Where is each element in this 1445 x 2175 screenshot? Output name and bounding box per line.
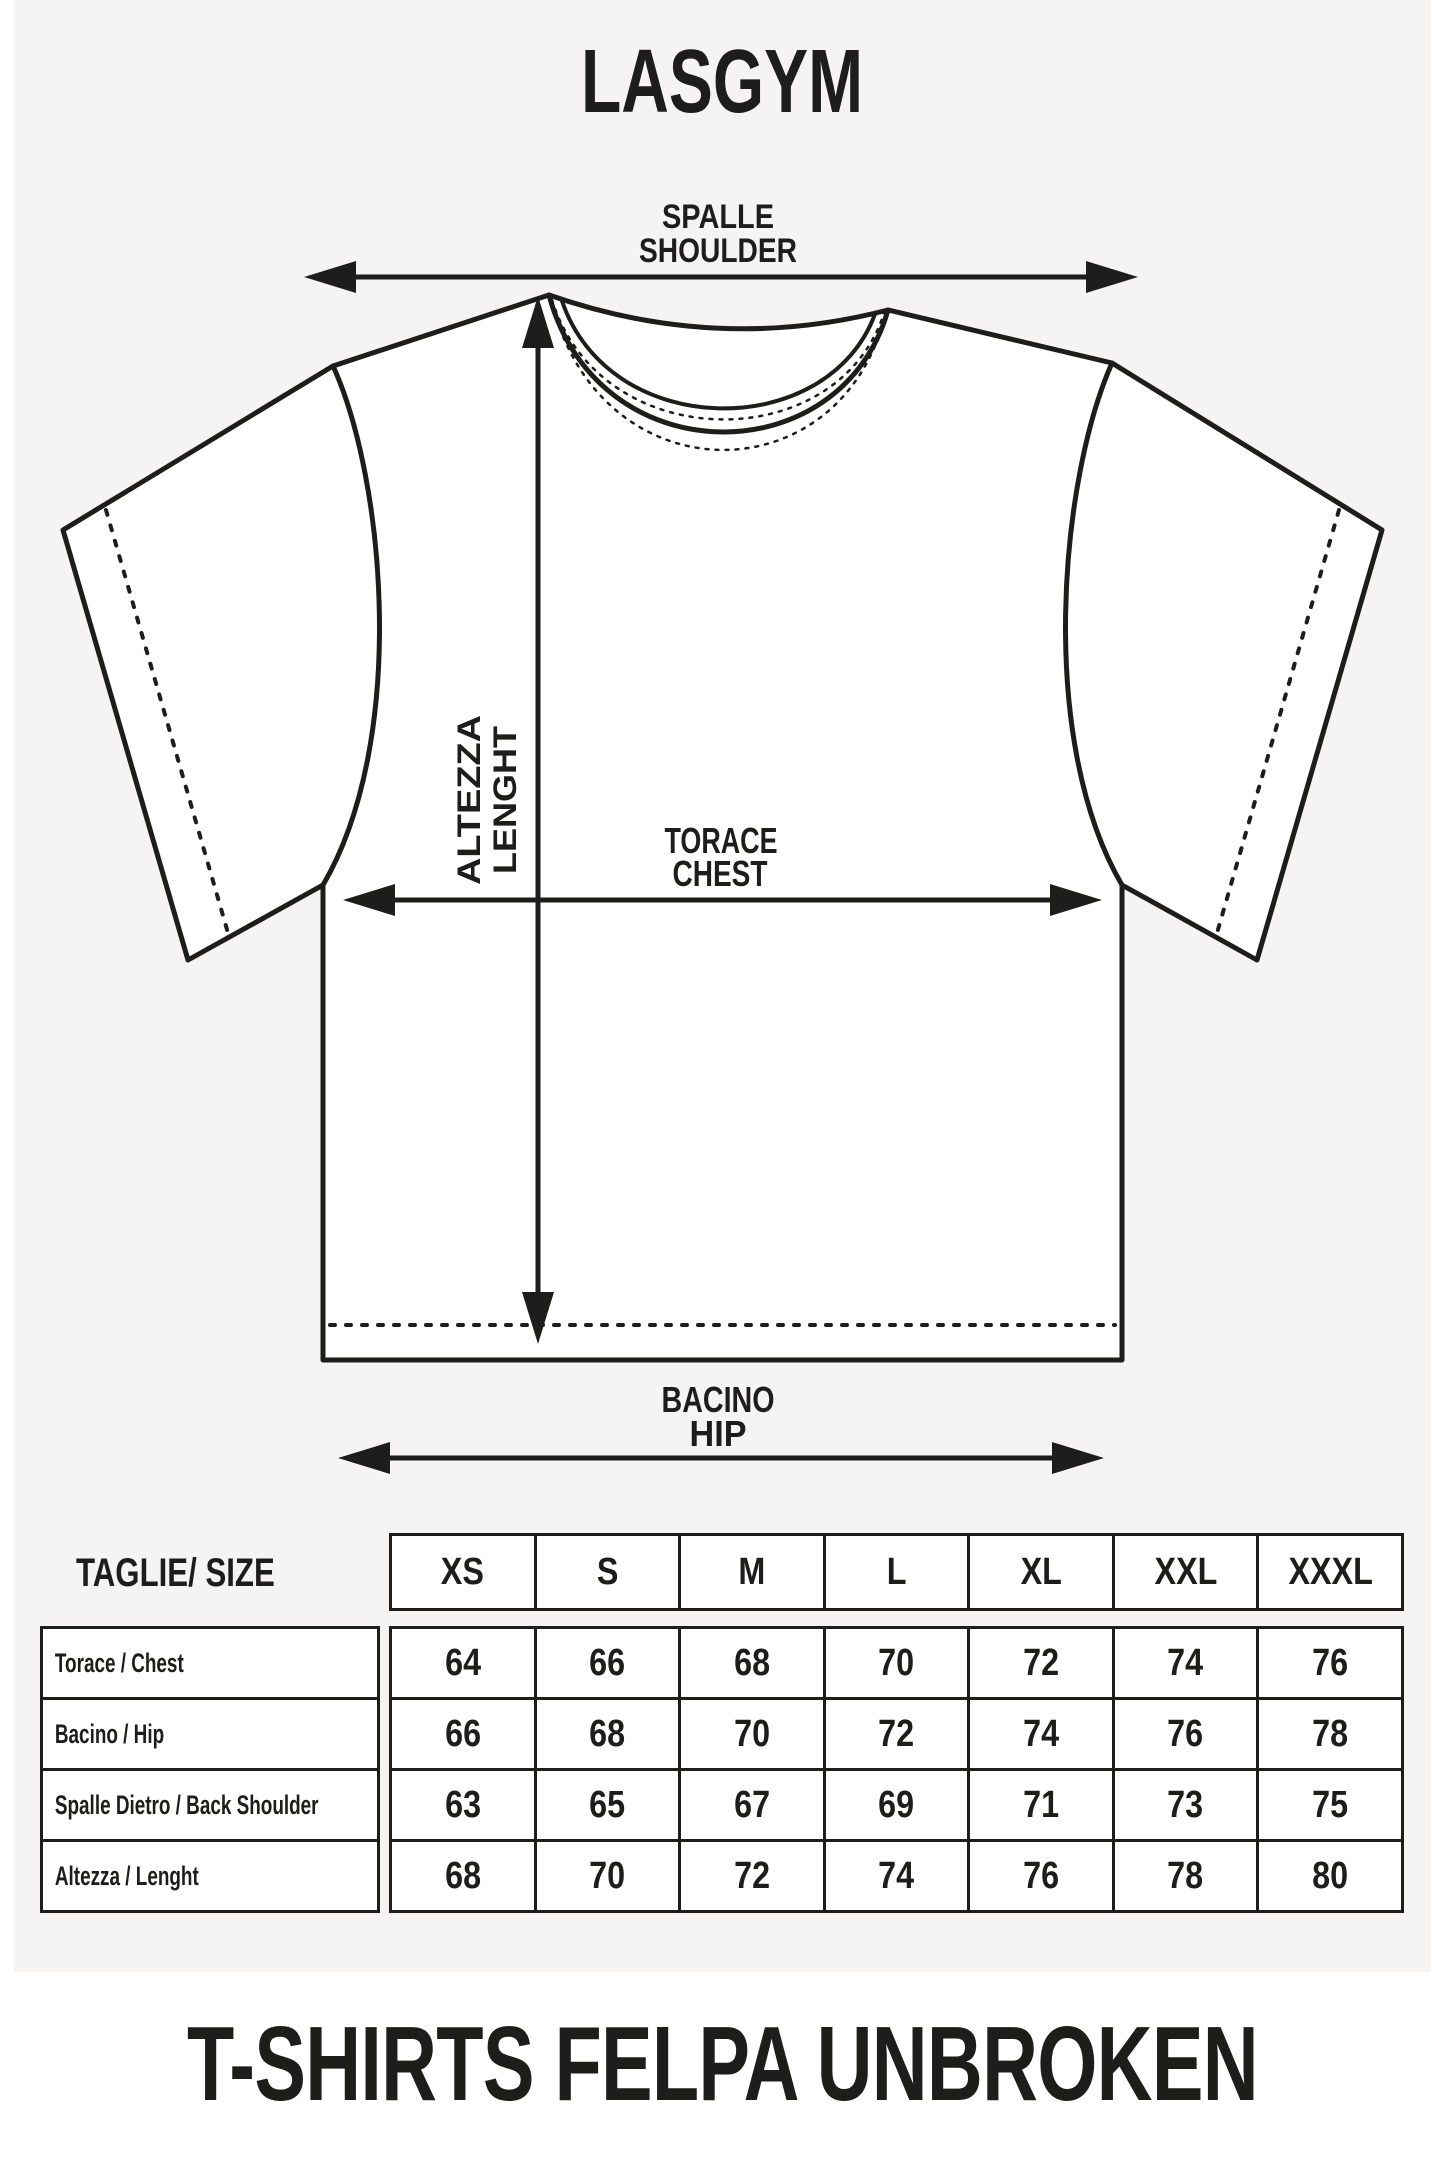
size-header-text: L — [886, 1550, 907, 1593]
row-label-text: Torace / Chest — [54, 1647, 184, 1678]
value-cell: 74 — [1111, 1626, 1260, 1700]
table-row-chest: 64 66 68 70 72 74 76 — [389, 1626, 1404, 1700]
size-header-cell-xl: XL — [967, 1533, 1115, 1611]
tshirt-measurement-diagram: LASGYM SPALLE SHOULD — [60, 32, 1385, 1474]
product-title-band: T-SHIRTS FELPA UNBROKEN — [0, 2000, 1445, 2128]
value-cell: 68 — [389, 1839, 537, 1913]
value-cell: 76 — [1256, 1626, 1404, 1700]
row-label-chest: Torace / Chest — [40, 1626, 380, 1700]
row-label-hip: Bacino / Hip — [40, 1697, 380, 1771]
value-cell: 70 — [533, 1839, 682, 1913]
right-armhole-seam — [1063, 360, 1125, 888]
size-header-text: XS — [441, 1550, 485, 1593]
left-armhole-seam — [320, 363, 382, 888]
size-header-text: XL — [1020, 1550, 1062, 1593]
collar-band-inner — [560, 299, 877, 411]
value-cell: 66 — [389, 1697, 537, 1771]
value-cell: 80 — [1256, 1839, 1404, 1913]
value-cell: 74 — [822, 1839, 971, 1913]
table-row: Bacino / Hip — [40, 1697, 380, 1771]
size-header-cell-l: L — [822, 1533, 971, 1611]
size-table-corner-text: TAGLIE/ SIZE — [75, 1550, 275, 1595]
value-cell: 71 — [967, 1768, 1115, 1842]
tshirt-drawing — [60, 292, 1385, 1363]
value-cell: 72 — [822, 1697, 971, 1771]
row-label-back-shoulder: Spalle Dietro / Back Shoulder — [40, 1768, 380, 1842]
value-cell: 76 — [967, 1839, 1115, 1913]
product-title: T-SHIRTS FELPA UNBROKEN — [187, 2004, 1259, 2123]
value-cell: 68 — [678, 1626, 826, 1700]
size-header-text: S — [596, 1550, 619, 1593]
value-cell: 70 — [678, 1697, 826, 1771]
row-label-text: Altezza / Lenght — [54, 1860, 199, 1891]
collar-stitch-lower — [549, 297, 888, 452]
size-header-cell-xxxl: XXXL — [1256, 1533, 1404, 1611]
value-cell: 76 — [1111, 1697, 1260, 1771]
size-header-text: XXXL — [1288, 1550, 1373, 1593]
value-cell: 72 — [678, 1839, 826, 1913]
chest-label-it: TORACE — [665, 820, 778, 861]
hip-arrow — [338, 1442, 1104, 1474]
row-label-text: Bacino / Hip — [54, 1718, 165, 1749]
right-cuff-stitch — [1215, 508, 1341, 935]
table-row-length: 68 70 72 74 76 78 80 — [389, 1839, 1404, 1913]
chest-arrow — [343, 884, 1102, 916]
shoulder-arrow — [304, 261, 1138, 293]
table-row: Spalle Dietro / Back Shoulder — [40, 1768, 380, 1842]
table-row: XS S M L XL XXL XXXL — [389, 1533, 1404, 1611]
value-cell: 68 — [533, 1697, 682, 1771]
tshirt-body-outline — [60, 292, 1385, 1363]
collar-front-seam — [546, 292, 891, 435]
value-cell: 74 — [967, 1697, 1115, 1771]
length-arrow — [522, 296, 554, 1344]
hip-label-en: HIP — [690, 1413, 747, 1454]
length-label-it: ALTEZZA — [451, 715, 487, 885]
value-cell: 75 — [1256, 1768, 1404, 1842]
table-row: Torace / Chest — [40, 1626, 380, 1700]
size-header-cell-xs: XS — [389, 1533, 537, 1611]
size-header-cell-s: S — [533, 1533, 682, 1611]
value-cell: 65 — [533, 1768, 682, 1842]
table-row-hip: 66 68 70 72 74 76 78 — [389, 1697, 1404, 1771]
value-cell: 78 — [1111, 1839, 1260, 1913]
size-header-cell-xxl: XXL — [1111, 1533, 1260, 1611]
value-cell: 63 — [389, 1768, 537, 1842]
value-cell: 73 — [1111, 1768, 1260, 1842]
length-label-en: LENGHT — [487, 725, 523, 874]
size-header-text: M — [738, 1550, 766, 1593]
collar-stitch-upper — [550, 298, 886, 421]
measurement-values-grid: 64 66 68 70 72 74 76 66 68 70 72 74 76 7… — [389, 1626, 1404, 1913]
value-cell: 67 — [678, 1768, 826, 1842]
size-table-corner-label: TAGLIE/ SIZE — [30, 1545, 320, 1601]
size-header-text: XXL — [1154, 1550, 1218, 1593]
value-cell: 66 — [533, 1626, 682, 1700]
size-header-cell-m: M — [678, 1533, 826, 1611]
value-cell: 64 — [389, 1626, 537, 1700]
shoulder-label-it: SPALLE — [662, 198, 774, 236]
chest-label-en: CHEST — [673, 853, 768, 894]
row-label-length: Altezza / Lenght — [40, 1839, 380, 1913]
measurement-label-column: Torace / Chest Bacino / Hip Spalle Dietr… — [40, 1626, 380, 1913]
table-row: Altezza / Lenght — [40, 1839, 380, 1913]
value-cell: 78 — [1256, 1697, 1404, 1771]
value-cell: 72 — [967, 1626, 1115, 1700]
brand-title: LASGYM — [581, 32, 863, 132]
table-row-back-shoulder: 63 65 67 69 71 73 75 — [389, 1768, 1404, 1842]
left-cuff-stitch — [104, 508, 230, 935]
row-label-text: Spalle Dietro / Back Shoulder — [54, 1789, 319, 1820]
shoulder-label-en: SHOULDER — [639, 232, 797, 270]
hip-label-it: BACINO — [662, 1379, 775, 1420]
size-header-row: XS S M L XL XXL XXXL — [389, 1533, 1404, 1611]
value-cell: 70 — [822, 1626, 971, 1700]
value-cell: 69 — [822, 1768, 971, 1842]
